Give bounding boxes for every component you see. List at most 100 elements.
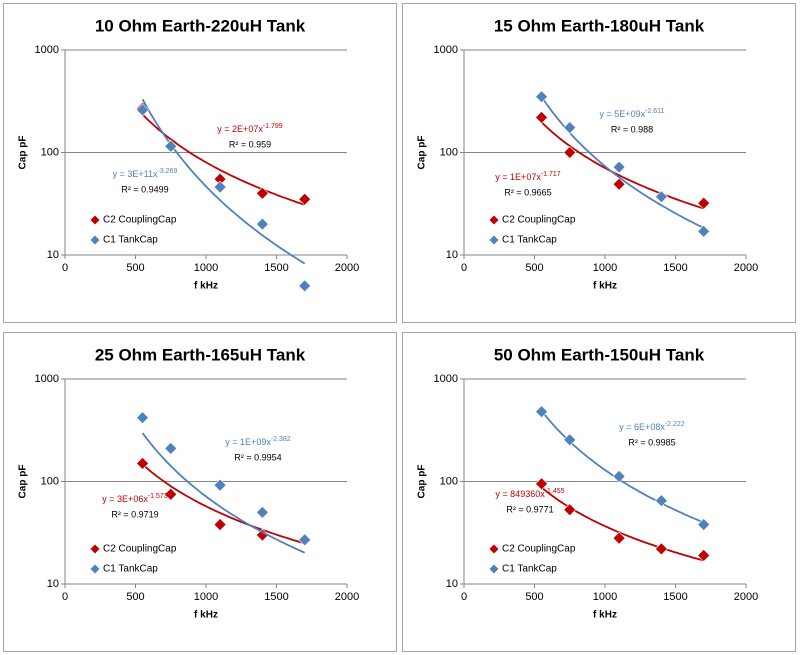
legend-marker [489,564,499,574]
data-point [255,186,269,200]
y-tick-label: 1000 [35,373,59,385]
data-point [298,192,312,206]
y-tick-label: 1000 [434,44,458,56]
chart-title: 10 Ohm Earth-220uH Tank [95,16,306,35]
equation-exponent: -1.573 [148,493,168,500]
chart-title: 25 Ohm Earth-165uH Tank [95,345,306,364]
y-axis-label: Cap pF [18,465,29,499]
y-axis-label: Cap pF [417,136,428,170]
data-point [654,494,668,508]
legend-label: C2 CouplingCap [103,544,177,555]
y-tick-label: 1000 [35,44,59,56]
x-axis-label: f kHz [194,281,218,292]
chart-title: 50 Ohm Earth-150uH Tank [494,345,705,364]
equation-exponent: -1.717 [541,171,561,178]
panel-border [402,3,796,323]
trendline-equation: y = 5E+09x-2.611 [600,108,665,120]
y-tick-label: 1000 [434,373,458,385]
y-axis-label: Cap pF [417,465,428,499]
r-squared: R² = 0.988 [611,124,653,134]
data-point [697,549,711,562]
x-tick-label: 2000 [734,591,758,603]
equation-exponent: -3.269 [158,168,178,175]
equation-base: y = 849360x [495,489,545,499]
trendline [142,463,305,545]
r-squared: R² = 0.9499 [121,184,168,194]
equation-base: y = 1E+07x [495,172,541,182]
trendline-equation: y = 3E+06x-1.573 [102,493,168,505]
legend-marker [489,544,499,554]
data-point [612,531,626,545]
legend-marker [489,215,499,225]
data-point [654,190,668,204]
chart-panel: 10 Ohm Earth-220uH Tank 10 100 1000 0 500 1000… [3,3,397,323]
y-axis-label: Cap pF [18,136,29,170]
x-tick-label: 1500 [663,262,687,274]
chart-panel: 25 Ohm Earth-165uH Tank 10 100 1000 0 500 1000… [3,332,397,652]
legend-marker [90,235,100,245]
trendline [141,432,306,554]
x-tick-label: 1000 [194,262,218,274]
data-point [563,433,577,447]
legend-label: C1 TankCap [502,564,557,575]
x-tick-label: 1000 [593,591,617,603]
legend-label: C2 CouplingCap [103,215,177,226]
data-point [164,487,178,501]
x-axis-label: f kHz [593,610,617,621]
x-tick-label: 2000 [335,262,359,274]
equation-exponent: -1.799 [263,123,283,130]
trendline-equation: y = 1E+07x-1.717 [495,171,561,183]
r-squared: R² = 0.9771 [506,504,553,514]
equation-base: y = 1E+09x [225,437,271,447]
r-squared: R² = 0.959 [229,139,271,149]
x-tick-label: 500 [126,591,144,603]
equation-base: y = 2E+07x [217,124,263,134]
equation-base: y = 6E+08x [619,422,665,432]
data-point [255,528,269,542]
legend-marker [90,544,100,554]
data-point [298,533,312,547]
data-point [164,139,178,153]
legend-label: C2 CouplingCap [502,544,576,555]
y-tick-label: 100 [41,475,59,487]
data-point [612,470,626,483]
data-point [213,478,227,492]
x-tick-label: 0 [461,591,467,603]
data-point [563,146,577,159]
equation-base: y = 3E+11x [113,169,158,179]
y-tick-label: 10 [446,249,458,261]
panel-border [402,332,796,652]
equation-exponent: -2.382 [271,436,291,443]
x-tick-label: 0 [62,262,68,274]
legend-label: C1 TankCap [502,235,557,246]
trendline-equation: y = 3E+11x-3.269 [113,168,178,180]
trendline-equation: y = 6E+08x-2.222 [619,421,685,433]
r-squared: R² = 0.9954 [234,452,281,462]
data-point [612,177,626,191]
legend-marker [489,235,499,245]
trendline [540,121,704,210]
legend-label: C1 TankCap [103,235,158,246]
x-tick-label: 1000 [593,262,617,274]
y-tick-label: 100 [41,146,59,158]
data-point [255,505,269,519]
data-point [535,477,548,491]
r-squared: R² = 0.9719 [111,509,158,519]
x-tick-label: 0 [62,591,68,603]
data-point [136,103,149,117]
equation-base: y = 5E+09x [600,109,646,119]
data-point [697,224,711,238]
x-tick-label: 500 [126,262,144,274]
data-point [612,160,626,174]
data-point [563,503,577,517]
y-tick-label: 10 [47,249,59,261]
equation-exponent: -2.222 [665,421,685,428]
data-point [255,217,269,231]
legend-label: C2 CouplingCap [502,215,576,226]
trendline-equation: y = 849360x-1.455 [495,488,564,500]
equation-exponent: -1.455 [545,488,565,495]
x-tick-label: 1500 [264,591,288,603]
data-point [697,196,711,210]
chart-panel: 50 Ohm Earth-150uH Tank 10 100 1000 0 500 1000… [402,332,796,652]
